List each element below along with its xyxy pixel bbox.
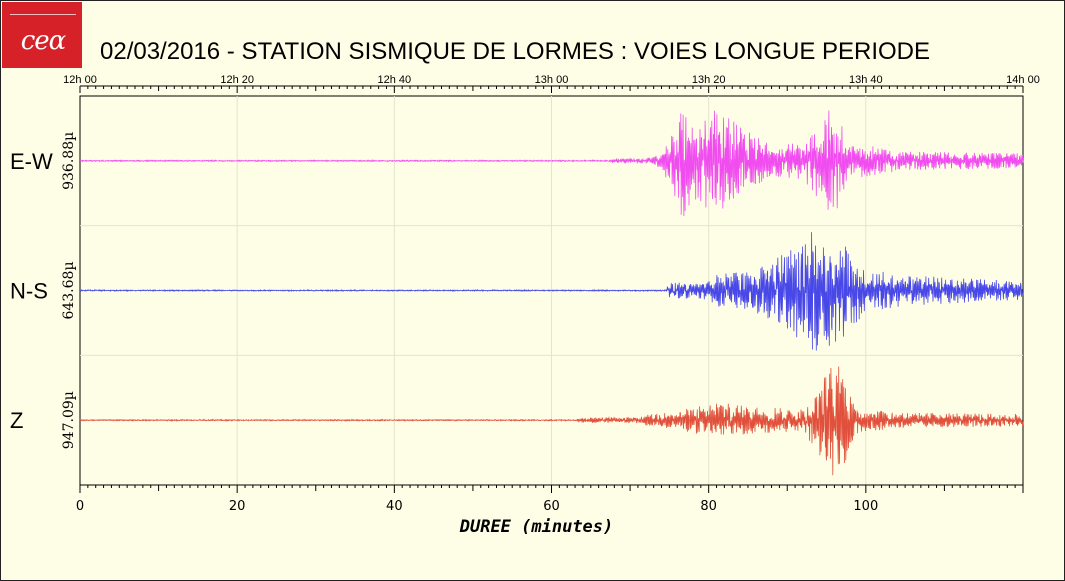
trace-z [79, 366, 1024, 476]
x-axis-label: DUREE (minutes) [459, 517, 614, 537]
channel-label: N-S [10, 279, 48, 304]
top-axis-tick-label: 13h 20 [692, 74, 726, 86]
bottom-axis-tick-label: 60 [543, 499, 560, 514]
amplitude-scale-label: 936.88µ [61, 132, 77, 190]
cea-logo: ceα [2, 2, 82, 68]
top-axis-tick-label: 13h 40 [849, 74, 883, 86]
bottom-axis-tick-label: 20 [229, 499, 246, 514]
bottom-axis-tick-label: 80 [700, 499, 717, 514]
channel-label: Z [10, 408, 23, 433]
amplitude-scale-label: 947.09µ [61, 391, 77, 449]
top-axis-tick-label: 12h 20 [220, 74, 254, 86]
bottom-axis-tick-label: 0 [76, 499, 84, 514]
chart-title: 02/03/2016 - STATION SISMIQUE DE LORMES … [100, 38, 931, 65]
trace-e-w [79, 110, 1024, 217]
trace-n-s [79, 232, 1024, 351]
top-axis-tick-label: 12h 40 [378, 74, 412, 86]
top-axis-tick-label: 13h 00 [535, 74, 569, 86]
logo-tagline-rule [10, 14, 76, 19]
logo-text: ceα [20, 26, 67, 56]
amplitude-scale-label: 643.68µ [61, 261, 77, 319]
channel-label: E-W [10, 149, 53, 174]
bottom-axis-tick-label: 40 [386, 499, 403, 514]
top-axis-tick-label: 12h 00 [63, 74, 97, 86]
bottom-axis-tick-label: 100 [853, 499, 878, 514]
top-axis-tick-label: 14h 00 [1006, 74, 1040, 86]
